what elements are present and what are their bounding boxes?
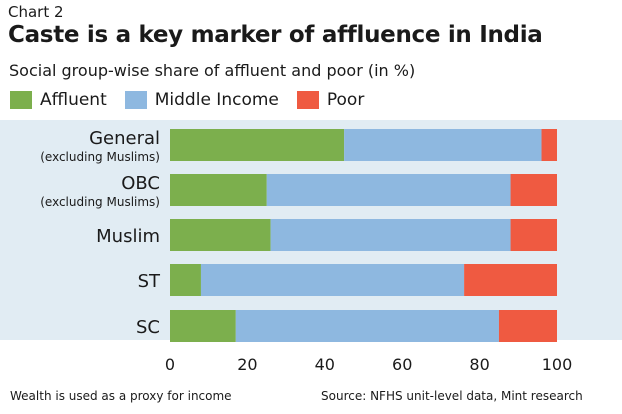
category-label-sc: SC: [136, 317, 160, 338]
bar-st-middle-income: [200, 264, 465, 296]
x-tick-label-0: 0: [165, 355, 175, 374]
legend-swatch-middle-income: [124, 91, 147, 109]
legend-label-middle-income: Middle Income: [154, 90, 279, 110]
bar-st-poor: [464, 264, 557, 296]
bar-obc-poor: [510, 174, 557, 206]
x-tick-label-60: 60: [392, 355, 412, 374]
legend-item-middle-income: Middle Income: [124, 90, 279, 110]
legend-swatch-affluent: [10, 91, 32, 109]
bar-muslim-affluent: [170, 219, 271, 251]
footnote: Wealth is used as a proxy for income: [10, 389, 232, 403]
chart-legend: Affluent Middle Income Poor: [10, 90, 382, 110]
bar-obc-affluent: [170, 174, 267, 206]
legend-item-poor: Poor: [296, 90, 365, 110]
bar-general-poor: [541, 129, 557, 161]
bar-muslim-poor: [510, 219, 557, 251]
category-label-obc: OBC: [121, 173, 160, 194]
legend-item-affluent: Affluent: [10, 90, 107, 110]
x-tick-label-100: 100: [542, 355, 573, 374]
category-label-st: ST: [138, 271, 161, 292]
legend-label-affluent: Affluent: [40, 90, 107, 110]
category-sublabel-obc: (excluding Muslims): [40, 195, 160, 209]
bar-muslim-middle-income: [270, 219, 511, 251]
category-label-general: General: [89, 128, 160, 149]
x-tick-label-80: 80: [469, 355, 489, 374]
bar-sc-middle-income: [235, 310, 499, 342]
chart-kicker: Chart 2: [8, 3, 64, 21]
chart-title: Caste is a key marker of affluence in In…: [8, 22, 543, 48]
category-sublabel-general: (excluding Muslims): [40, 150, 160, 164]
bar-obc-middle-income: [266, 174, 511, 206]
x-tick-label-40: 40: [315, 355, 335, 374]
bar-general-affluent: [170, 129, 345, 161]
chart-subtitle: Social group-wise share of affluent and …: [9, 61, 416, 80]
x-tick-label-20: 20: [237, 355, 257, 374]
bar-sc-affluent: [170, 310, 236, 342]
bar-sc-poor: [498, 310, 557, 342]
legend-swatch-poor: [296, 91, 319, 109]
bar-general-middle-income: [344, 129, 542, 161]
bar-st-affluent: [170, 264, 201, 296]
category-label-muslim: Muslim: [96, 226, 160, 247]
legend-label-poor: Poor: [326, 90, 365, 110]
source-note: Source: NFHS unit-level data, Mint resea…: [321, 389, 583, 403]
